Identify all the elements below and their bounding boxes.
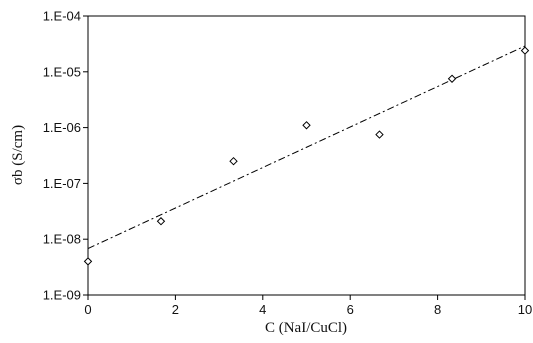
- y-axis-label: σb (S/cm): [10, 125, 26, 185]
- y-tick-label: 1.E-06: [43, 120, 81, 135]
- x-tick-label: 6: [347, 302, 354, 317]
- data-point: [520, 46, 530, 55]
- trendline: [87, 45, 526, 249]
- y-tick-label: 1.E-08: [43, 232, 81, 247]
- x-axis-ticks: 0 2 4 6 8 10: [84, 295, 532, 317]
- y-axis-ticks: 1.E-09 1.E-08 1.E-07 1.E-06 1.E-05 1.E-04: [43, 9, 88, 303]
- x-tick-label: 10: [518, 302, 532, 317]
- plot-area-frame: [87, 15, 526, 296]
- y-tick-label: 1.E-09: [43, 288, 81, 303]
- data-point: [375, 130, 384, 139]
- x-tick-label: 0: [84, 302, 91, 317]
- trendline-group: [87, 45, 526, 249]
- x-tick-label: 8: [434, 302, 441, 317]
- x-tick-label: 2: [172, 302, 179, 317]
- data-point: [83, 257, 93, 266]
- y-tick-label: 1.E-07: [43, 176, 81, 191]
- data-point: [156, 217, 166, 226]
- data-point: [447, 74, 457, 83]
- y-tick-label: 1.E-05: [43, 64, 81, 79]
- data-point: [229, 156, 238, 166]
- data-points: [83, 46, 530, 266]
- data-point: [302, 121, 311, 130]
- y-tick-label: 1.E-04: [43, 9, 81, 24]
- x-axis-label: C (NaI/CuCl): [265, 320, 347, 336]
- x-tick-label: 4: [259, 302, 266, 317]
